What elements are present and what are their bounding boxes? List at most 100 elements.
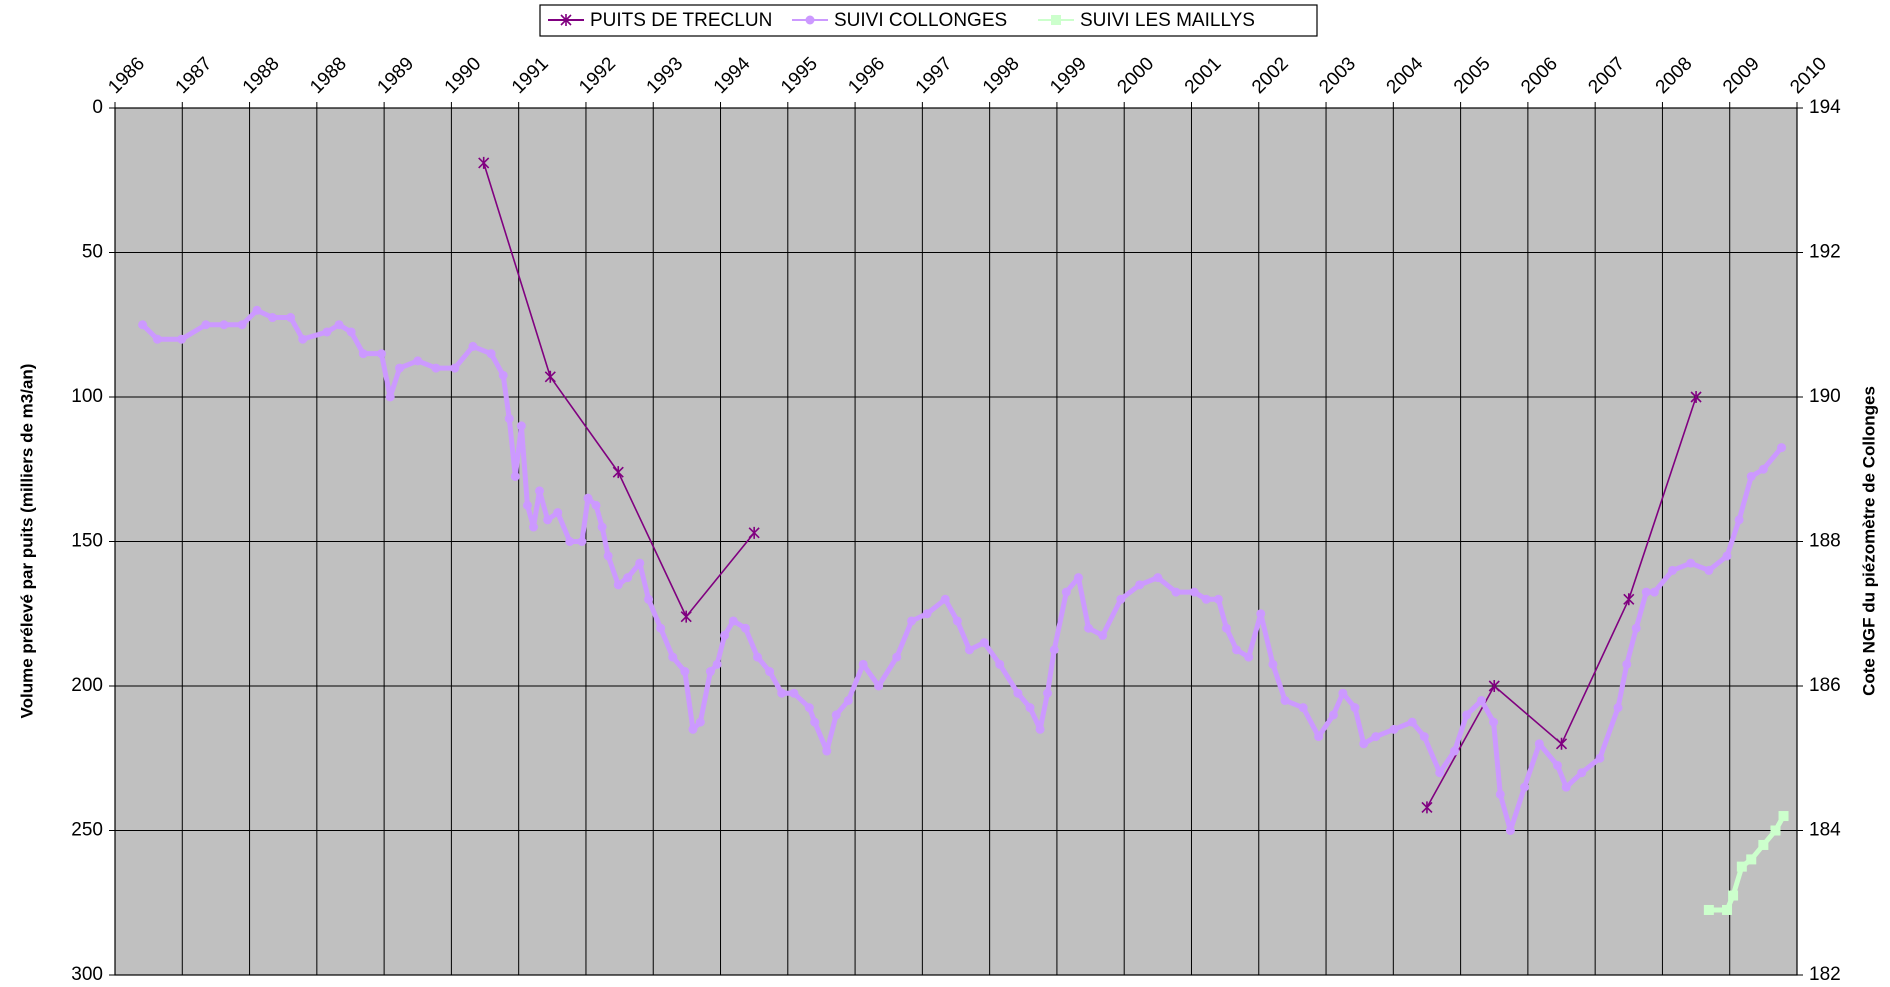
marker [237, 320, 247, 330]
marker [874, 681, 884, 691]
marker [1035, 724, 1045, 734]
marker [995, 659, 1005, 669]
marker [952, 616, 962, 626]
marker [940, 594, 950, 604]
marker [1359, 739, 1369, 749]
marker [1758, 839, 1769, 850]
marker [720, 630, 730, 640]
marker [346, 327, 356, 337]
legend-marker [1051, 15, 1061, 25]
y2-tick-label: 182 [1809, 964, 1841, 985]
x-tick-label: 1998 [979, 53, 1024, 98]
marker [1049, 645, 1059, 655]
marker [1595, 753, 1605, 763]
marker [528, 522, 538, 532]
y2-tick-label: 184 [1809, 820, 1841, 841]
marker [177, 334, 187, 344]
marker [138, 320, 148, 330]
marker [385, 392, 395, 402]
marker [1244, 652, 1254, 662]
marker [1722, 551, 1732, 561]
marker [298, 334, 308, 344]
y-tick-label: 200 [71, 675, 103, 696]
marker [1073, 573, 1083, 583]
marker [789, 688, 799, 698]
marker [1407, 717, 1417, 727]
marker [1098, 630, 1108, 640]
marker [1778, 811, 1789, 822]
marker [450, 363, 460, 373]
y-tick-label: 50 [82, 242, 103, 263]
marker [907, 616, 917, 626]
marker [1338, 688, 1348, 698]
x-tick-label: 1999 [1046, 53, 1091, 98]
marker [765, 667, 775, 677]
marker [1435, 768, 1445, 778]
marker [1613, 703, 1623, 713]
marker [1116, 594, 1126, 604]
marker [612, 466, 624, 479]
marker [1520, 782, 1530, 792]
marker [577, 537, 587, 546]
marker [1350, 703, 1360, 713]
x-tick-label: 1991 [508, 53, 553, 98]
marker [1777, 443, 1787, 453]
marker [964, 645, 974, 655]
x-tick-label: 2002 [1248, 53, 1293, 98]
marker [1389, 724, 1399, 734]
marker [553, 508, 563, 518]
marker [753, 652, 763, 662]
marker [544, 370, 556, 383]
x-tick-label: 2001 [1181, 53, 1226, 98]
x-tick-label: 2000 [1113, 53, 1158, 98]
marker [777, 688, 787, 698]
marker [1489, 717, 1499, 727]
x-tick-label: 2006 [1517, 53, 1562, 98]
x-tick-label: 1986 [104, 53, 149, 98]
marker [892, 652, 902, 662]
marker [1450, 746, 1460, 756]
marker [1641, 587, 1651, 597]
marker [656, 623, 666, 633]
marker [1561, 782, 1571, 792]
y2-tick-label: 190 [1809, 386, 1841, 407]
legend-marker [560, 14, 572, 26]
marker [413, 356, 423, 366]
marker [1280, 695, 1290, 705]
marker [858, 659, 868, 669]
marker [1495, 789, 1505, 799]
marker [644, 594, 654, 604]
marker [510, 471, 520, 481]
x-tick-label: 1988 [239, 53, 284, 98]
marker [1704, 565, 1714, 575]
marker [431, 363, 441, 373]
marker [1631, 623, 1641, 633]
marker [1758, 464, 1768, 474]
marker [613, 580, 623, 590]
y-tick-label: 0 [92, 97, 103, 118]
marker [597, 522, 607, 532]
marker [1135, 580, 1145, 590]
marker [267, 313, 277, 323]
marker [1746, 471, 1756, 481]
x-tick-label: 2005 [1450, 53, 1495, 98]
marker [1232, 645, 1242, 655]
x-tick-label: 1987 [172, 53, 217, 98]
marker [252, 305, 262, 315]
marker [516, 421, 526, 431]
y-axis-title: Volume prélevé par puits (milliers de m3… [17, 364, 36, 719]
x-tick-label: 1990 [441, 53, 486, 98]
marker [1686, 558, 1696, 568]
marker [395, 363, 405, 373]
marker [1722, 904, 1733, 915]
marker [712, 659, 722, 669]
marker [705, 667, 715, 677]
marker [804, 703, 814, 713]
marker [1213, 594, 1223, 604]
marker [822, 746, 832, 756]
legend-label: PUITS DE TRECLUN [590, 10, 772, 31]
marker [219, 320, 229, 330]
marker [591, 500, 601, 510]
marker [1534, 739, 1544, 749]
legend-box [539, 4, 1318, 37]
